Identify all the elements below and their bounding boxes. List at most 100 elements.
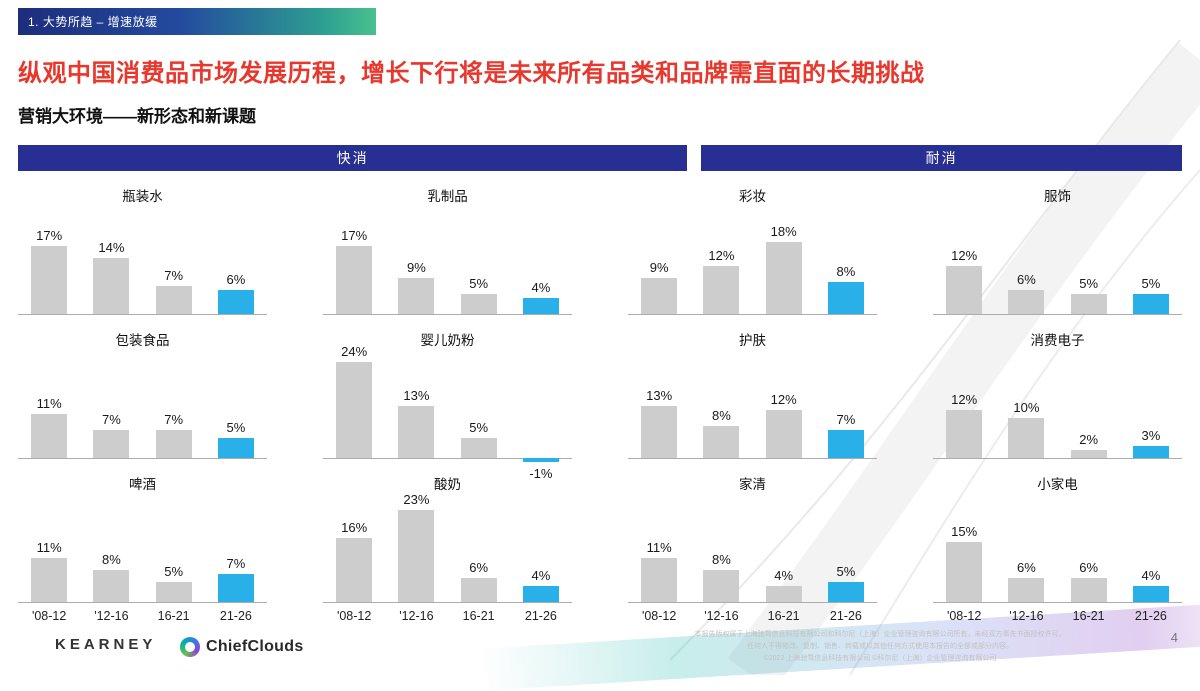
bar — [398, 278, 435, 314]
bar-slot: 7% — [80, 358, 142, 458]
bar-slot: 11% — [18, 358, 80, 458]
page-subtitle: 营销大环境——新形态和新课题 — [18, 107, 256, 126]
bar — [336, 246, 373, 314]
bar-slot: 8% — [690, 502, 752, 602]
bar-value-label: 12% — [770, 392, 797, 407]
bar — [336, 362, 373, 458]
bar-value-label: 7% — [164, 412, 184, 427]
bar-area: 17% 9% 5% 4% — [323, 214, 572, 315]
page-number: 4 — [1170, 630, 1178, 645]
bar-slot: 8% — [80, 502, 142, 602]
bar-value-label: 5% — [1079, 276, 1099, 291]
slide-footer: KEARNEY ChiefClouds 本报告版权属于上海驰骛信息科技有限公司和… — [0, 615, 1200, 675]
bar-value-label: 3% — [1141, 428, 1161, 443]
bar — [946, 410, 983, 458]
bar-forecast — [217, 438, 254, 458]
bar-value-label: 16% — [341, 520, 368, 535]
bar-value-label: 5% — [469, 420, 489, 435]
section-header-durables: 耐消 — [701, 145, 1182, 171]
bar — [1070, 578, 1107, 602]
bar — [398, 510, 435, 602]
bar-slot: 12% — [753, 358, 815, 458]
bar-slot: 5% — [143, 502, 205, 602]
bar-slot: 5% — [448, 214, 510, 314]
bar — [31, 558, 68, 602]
bar — [946, 542, 983, 602]
bar-slot: 6% — [205, 214, 267, 314]
bar-value-label: 6% — [1016, 560, 1036, 575]
bar-forecast — [827, 430, 864, 458]
bar-area: 11% 7% 7% 5% — [18, 358, 267, 459]
bar-area: 11% 8% 4% 5% — [628, 502, 877, 603]
bar-value-label: 5% — [836, 564, 856, 579]
bar-slot: 8% — [815, 214, 877, 314]
chart-title: 服饰 — [1044, 189, 1071, 204]
bar-value-label: 5% — [469, 276, 489, 291]
chart-title: 家清 — [739, 477, 766, 492]
section-header-fmcg: 快消 — [18, 145, 688, 171]
chart-title: 婴儿奶粉 — [420, 333, 475, 348]
bar — [703, 426, 740, 458]
x-axis-label: 21-26 — [524, 609, 557, 623]
bar-forecast — [1132, 294, 1169, 314]
x-axis-label: '08-12 — [336, 609, 372, 623]
bar-value-label: 8% — [101, 552, 121, 567]
chart-title: 护肤 — [739, 333, 766, 348]
bar-value-label: 5% — [1141, 276, 1161, 291]
x-axis-label: '12-16 — [94, 609, 129, 623]
bar-slot: 15% — [933, 502, 995, 602]
bar-slot: 9% — [628, 214, 690, 314]
mini-chart-6: 婴儿奶粉 24% 13% 5% -1% — [323, 329, 572, 481]
bar-value-label: 8% — [711, 552, 731, 567]
bar-value-label: 15% — [951, 524, 978, 539]
bar — [155, 286, 192, 314]
bar-forecast — [1132, 586, 1169, 602]
bar — [93, 258, 130, 314]
chart-title: 包装食品 — [115, 333, 170, 348]
bar-slot: 2% — [1058, 358, 1120, 458]
section-kicker-banner: 1. 大势所趋 – 增速放缓 — [18, 8, 376, 35]
bar-slot: 14% — [80, 214, 142, 314]
bar-value-label: 23% — [403, 492, 430, 507]
chiefclouds-logo-text: ChiefClouds — [206, 638, 304, 655]
bar-slot: 3% — [1120, 358, 1182, 458]
bar-forecast — [217, 574, 254, 602]
bar-slot: 17% — [323, 214, 385, 314]
bar-value-label: 7% — [836, 412, 856, 427]
bar — [703, 570, 740, 602]
bar-slot: 4% — [510, 502, 572, 602]
bar-value-label: 4% — [774, 568, 794, 583]
bar-value-label: 17% — [341, 228, 368, 243]
x-axis-label: '08-12 — [641, 609, 677, 623]
bar-slot: 11% — [628, 502, 690, 602]
chart-title: 瓶装水 — [122, 189, 163, 204]
bar-slot: 10% — [995, 358, 1057, 458]
disclaimer-line: 本报告版权属于上海驰骛信息科技有限公司和科尔尼（上海）企业管理咨询有限公司所有，… — [694, 631, 1066, 639]
bar-value-label: 4% — [1141, 568, 1161, 583]
x-axis-label: 16-21 — [462, 609, 495, 623]
bar — [765, 410, 802, 458]
bar-forecast — [522, 458, 559, 462]
bar — [641, 558, 678, 602]
bar-value-label: 13% — [646, 388, 673, 403]
bar-slot: 7% — [143, 214, 205, 314]
bar-value-label: 13% — [403, 388, 430, 403]
bar — [641, 406, 678, 458]
bar-slot: 5% — [1058, 214, 1120, 314]
bar — [336, 538, 373, 602]
charts-grid: 瓶装水 17% 14% 7% 6% 乳制品 17% 9% 5% 4% 彩妆 9% 12% 18% 8% 服饰 1… — [18, 185, 1182, 623]
bar — [765, 586, 802, 602]
bar-slot: 11% — [18, 502, 80, 602]
bar-value-label: 14% — [98, 240, 125, 255]
bar-slot: 7% — [815, 358, 877, 458]
bar — [31, 246, 68, 314]
bar — [1070, 450, 1107, 458]
bar-slot: 8% — [690, 358, 752, 458]
mini-chart-10: 酸奶 16% 23% 6% 4% '08-12 '12-16 16-21 21-26 — [323, 473, 572, 623]
x-axis-label: '12-16 — [399, 609, 434, 623]
bar-area: 24% 13% 5% -1% — [323, 344, 572, 481]
bar — [765, 242, 802, 314]
bar-value-label: 18% — [770, 224, 797, 239]
bar-value-label: 8% — [711, 408, 731, 423]
bar-slot: 6% — [995, 502, 1057, 602]
